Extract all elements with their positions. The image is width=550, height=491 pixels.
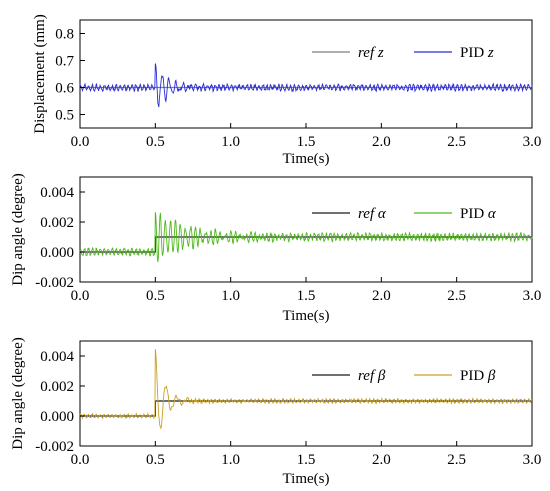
x-tick-label: 3.0: [523, 288, 542, 304]
x-tick-label: 1.5: [297, 134, 316, 150]
series-line-2: [79, 212, 533, 263]
plot-frame: [79, 176, 533, 283]
x-axis-label: Time(s): [283, 471, 330, 487]
series-line-2: [79, 349, 533, 430]
x-tick-label: 0.0: [71, 134, 90, 150]
chart-panel-3: 0.0 0.5 1.0 1.5 2.0 2.5 3.0 -0.002 0.000 0.002 0.0…: [10, 337, 541, 487]
legend-label: PID z: [460, 45, 494, 61]
y-tick-label: 0.004: [40, 349, 74, 365]
x-tick-label: 2.0: [372, 288, 391, 304]
plot-frame: [79, 340, 533, 447]
legend-label-italic: ref z: [358, 45, 384, 61]
y-tick-label: 0.004: [40, 185, 74, 201]
series-line-2: [79, 63, 533, 108]
x-tick-label: 1.5: [297, 452, 316, 468]
legend-label-italic: α: [488, 206, 497, 222]
y-axis-label: Displacement (mm): [32, 14, 48, 134]
legend-label: ref α: [358, 206, 387, 222]
y-tick-label: 0.000: [40, 245, 74, 261]
x-axis-label: Time(s): [283, 308, 330, 324]
x-tick-label: 2.5: [447, 452, 466, 468]
x-tick-label: 3.0: [523, 452, 542, 468]
x-tick-label: 0.5: [146, 134, 165, 150]
y-tick-label: 0.6: [55, 81, 74, 97]
y-tick-label: -0.002: [35, 275, 74, 291]
legend-label: PID β: [460, 368, 496, 384]
x-tick-label: 0.5: [146, 452, 165, 468]
y-tick-label: -0.002: [35, 439, 74, 455]
chart-panel-2: 0.0 0.5 1.0 1.5 2.0 2.5 3.0 -0.002 0.000 0.002 0.0…: [10, 173, 541, 324]
x-tick-label: 1.5: [297, 288, 316, 304]
y-axis-label: Dip angle (degree): [10, 337, 26, 449]
chart-panel-1: 0.0 0.5 1.0 1.5 2.0 2.5 3.0 0.5 0.6 0.7 0.8 Time(s)…: [32, 14, 541, 167]
x-tick-label: 0.0: [71, 288, 90, 304]
legend-label: ref z: [358, 45, 384, 61]
plot-frame: [79, 19, 533, 129]
legend-label-plain: PID: [460, 368, 488, 384]
x-tick-label: 0.0: [71, 452, 90, 468]
legend-label-italic: β: [487, 368, 496, 384]
y-tick-label: 0.7: [55, 54, 74, 70]
x-tick-label: 2.0: [372, 134, 391, 150]
y-tick-label: 0.002: [40, 215, 74, 231]
y-axis-label: Dip angle (degree): [10, 173, 26, 285]
y-tick-label: 0.5: [55, 108, 74, 124]
legend-label-plain: PID: [460, 206, 488, 222]
legend-label: ref β: [358, 368, 386, 384]
y-tick-label: 0.000: [40, 409, 74, 425]
x-tick-label: 1.0: [221, 288, 240, 304]
x-tick-label: 1.0: [221, 134, 240, 150]
legend-label-italic: z: [487, 45, 494, 61]
y-tick-label: 0.002: [40, 379, 74, 395]
x-axis-label: Time(s): [283, 151, 330, 167]
x-tick-label: 0.5: [146, 288, 165, 304]
x-tick-label: 1.0: [221, 452, 240, 468]
x-tick-label: 2.5: [447, 134, 466, 150]
x-tick-label: 3.0: [523, 134, 542, 150]
legend-label: PID α: [460, 206, 497, 222]
y-tick-label: 0.8: [55, 27, 74, 43]
x-tick-label: 2.5: [447, 288, 466, 304]
x-tick-label: 2.0: [372, 452, 391, 468]
legend-label-plain: PID: [460, 45, 488, 61]
legend-label-italic: ref β: [358, 368, 386, 384]
legend-label-italic: ref α: [358, 206, 387, 222]
